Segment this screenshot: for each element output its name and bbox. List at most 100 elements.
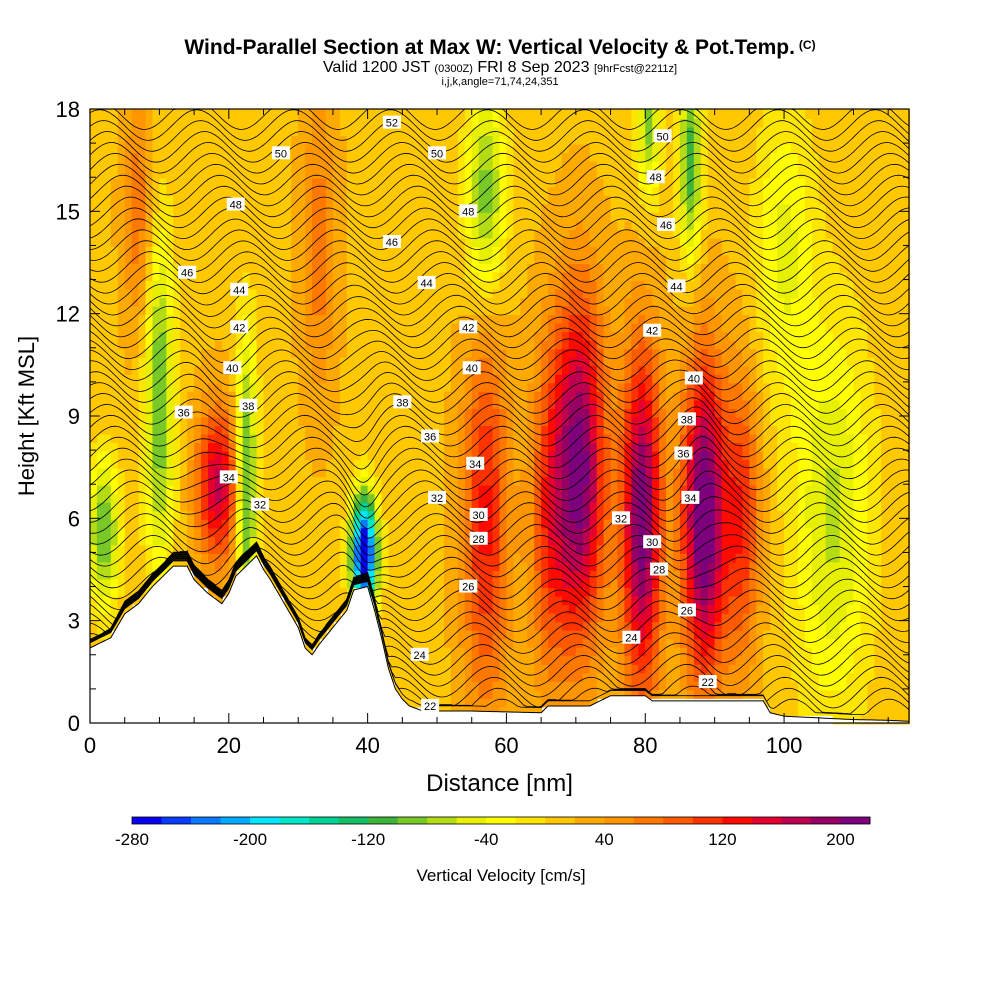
contour-label: 42 [233, 322, 245, 334]
contour-label: 24 [625, 633, 637, 645]
contour-label-bg [428, 490, 447, 504]
contour-label-bg [410, 647, 429, 661]
contour-label: 22 [424, 701, 436, 713]
y-tick-label: 9 [68, 404, 80, 429]
contour-label-bg [698, 675, 717, 689]
contour-label: 34 [223, 472, 235, 484]
contour-label: 50 [656, 131, 668, 143]
x-tick-label: 40 [355, 733, 379, 758]
colorbar-tick-label: -200 [233, 830, 267, 849]
contour-label-bg [643, 323, 662, 337]
colorbar-swatch [515, 817, 546, 824]
contour-label-bg [643, 535, 662, 549]
forecast-info: [9hrFcst@2211z] [593, 63, 678, 75]
colorbar-swatch [427, 817, 458, 824]
valid-date: FRI 8 Sep 2023 [477, 59, 590, 76]
colorbar-swatch [191, 817, 222, 824]
contour-label-bg [466, 456, 485, 470]
chart-subtitle: Valid 1200 JST (0300Z) FRI 8 Sep 2023 [9… [0, 59, 1000, 77]
contour-label: 48 [650, 172, 662, 184]
colorbar-swatch [604, 817, 635, 824]
contour-label-bg [223, 361, 242, 375]
contour-label-bg [622, 630, 641, 644]
contour-labels: 52 50 50 50 48 48 48 46 46 46 44 44 44 42 42 42 40 40 40 36… [174, 115, 717, 713]
contour-label-bg [653, 129, 672, 143]
contour-label-bg [382, 235, 401, 249]
contour-label-bg [681, 490, 700, 504]
contour-label: 46 [181, 268, 193, 280]
contour-label-bg [677, 412, 696, 426]
y-axis-label: Height [Kft MSL] [14, 336, 39, 496]
x-tick-label: 80 [633, 733, 657, 758]
contour-label-bg [251, 497, 270, 511]
contour-label: 26 [462, 582, 474, 594]
y-tick-label: 12 [56, 302, 80, 327]
contour-label: 44 [420, 278, 432, 290]
contour-label-bg [667, 279, 686, 293]
contour-label: 36 [424, 431, 436, 443]
colorbar-swatch [722, 817, 753, 824]
colorbar-swatch [368, 817, 399, 824]
colorbar-swatch [751, 817, 782, 824]
colorbar-swatch [279, 817, 310, 824]
contour-label: 46 [386, 237, 398, 249]
contour-label-bg [677, 603, 696, 617]
contour-label-bg [674, 446, 693, 460]
contour-label: 42 [462, 322, 474, 334]
contour-label-bg [646, 170, 665, 184]
colorbar-swatch [692, 817, 723, 824]
contour-label-bg [219, 470, 238, 484]
contour-label-bg [469, 507, 488, 521]
section-params: i,j,k,angle=71,74,24,351 [441, 76, 559, 88]
contour-label-bg [611, 511, 630, 525]
contour-label: 36 [178, 408, 190, 420]
colorbar-tick-label: 40 [595, 830, 614, 849]
contour-label-bg [421, 698, 440, 712]
colorbar-swatch [309, 817, 340, 824]
contour-label-bg [230, 320, 249, 334]
contour-label-bg [230, 282, 249, 296]
colorbar-swatch [132, 817, 163, 824]
contour-label: 30 [646, 537, 658, 549]
colorbar-tick-label: 120 [708, 830, 736, 849]
contour-label-bg [684, 371, 703, 385]
contour-label: 44 [233, 285, 245, 297]
contour-label: 48 [462, 206, 474, 218]
x-tick-label: 0 [84, 733, 96, 758]
contour-label: 40 [688, 373, 700, 385]
contour-label: 38 [681, 414, 693, 426]
contour-label: 38 [396, 397, 408, 409]
contour-label: 38 [242, 401, 254, 413]
contour-label-bg [271, 146, 290, 160]
y-tick-label: 3 [68, 609, 80, 634]
contour-label: 40 [226, 363, 238, 375]
contour-label: 46 [660, 220, 672, 232]
terrain-mask [89, 555, 910, 724]
colorbar-frame [131, 816, 871, 825]
contour-label: 40 [466, 363, 478, 375]
colorbar-swatch [220, 817, 251, 824]
contour-label-bg [428, 146, 447, 160]
contour-label: 30 [473, 510, 485, 522]
colorbar-swatch [161, 817, 192, 824]
contour-label-bg [650, 562, 669, 576]
contour-label-bg [459, 204, 478, 218]
colorbar-swatch [840, 817, 871, 824]
y-tick-label: 0 [68, 711, 80, 736]
colorbar-swatch [633, 817, 664, 824]
colorbar-swatch [781, 817, 812, 824]
chart-title-text: Wind-Parallel Section at Max W: Vertical… [184, 36, 795, 59]
colorbar-swatch [663, 817, 694, 824]
contour-label-bg [417, 275, 436, 289]
x-tick-label: 20 [217, 733, 241, 758]
contour-label: 32 [431, 493, 443, 505]
theta-contours [89, 108, 910, 716]
contour-label: 34 [469, 459, 481, 471]
contour-label-bg [469, 531, 488, 545]
contour-label-bg [226, 197, 245, 211]
contour-label: 42 [646, 326, 658, 338]
contour-label: 28 [653, 565, 665, 577]
contour-label: 36 [677, 449, 689, 461]
contour-label: 44 [670, 281, 682, 293]
